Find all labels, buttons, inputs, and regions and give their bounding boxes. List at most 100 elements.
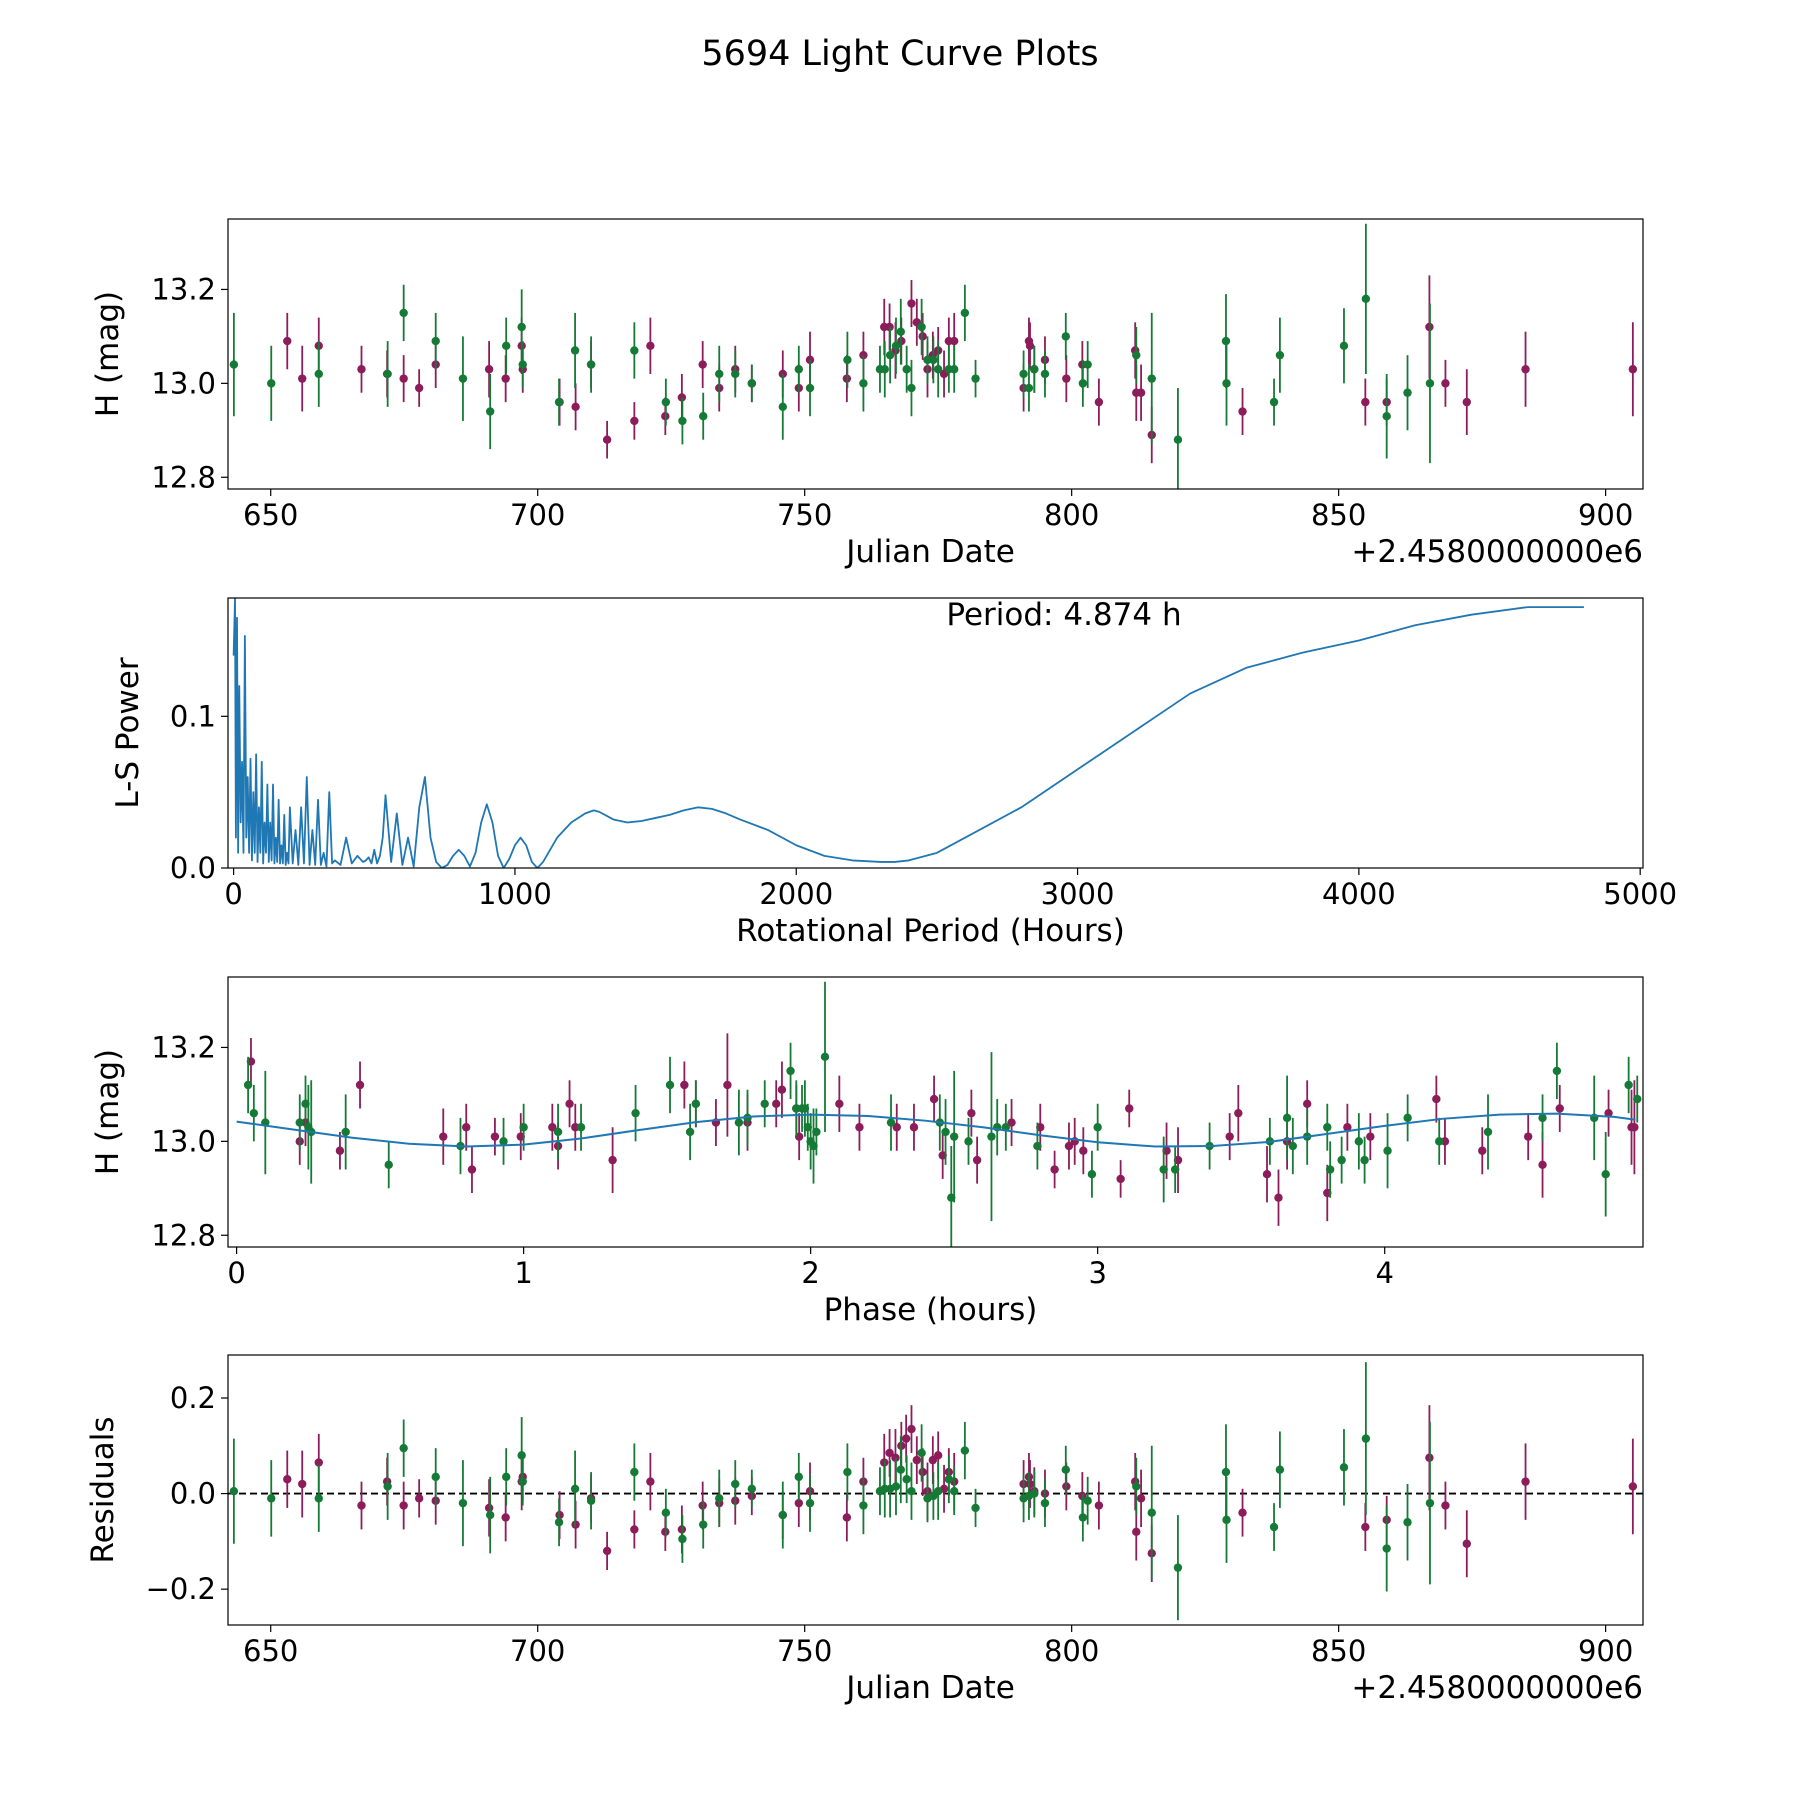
data-point (1354, 1137, 1364, 1146)
x-tick-label: 850 (1311, 498, 1366, 532)
data-point (1050, 1165, 1059, 1174)
data-point (1147, 374, 1156, 383)
data-point (1116, 1174, 1125, 1184)
x-offset-label: +2.4580000000e6 (1351, 1670, 1643, 1706)
data-point (383, 369, 392, 379)
data-point (1061, 332, 1070, 341)
x-tick-label: 5000 (1603, 877, 1677, 911)
data-point (1159, 1165, 1168, 1174)
data-point (917, 1448, 926, 1458)
x-axis-label: Phase (hours) (824, 1292, 1038, 1328)
data-point (602, 435, 612, 444)
data-point (1521, 365, 1530, 374)
data-point (715, 369, 724, 379)
data-point (1030, 1489, 1039, 1498)
data-point (267, 1494, 276, 1503)
x-tick-label: 700 (510, 1634, 565, 1668)
data-point (859, 379, 868, 388)
data-point (949, 1132, 959, 1141)
data-point (885, 350, 895, 360)
series-phase-1 (243, 981, 1642, 1247)
data-point (571, 1123, 580, 1132)
data-point (1555, 1104, 1564, 1113)
data-point (548, 1123, 557, 1132)
data-point (907, 1486, 916, 1496)
data-point (715, 1494, 724, 1503)
data-point (1361, 294, 1371, 304)
data-point (1403, 1518, 1412, 1527)
data-point (1132, 1482, 1141, 1491)
data-point (880, 365, 889, 374)
y-tick-label: 13.2 (151, 272, 216, 306)
panel-phase: 0 1 2 3 4 12.8 13.0 13.2 Phase (hours) H (mag) (90, 976, 1644, 1328)
x-tick-label: 650 (243, 1634, 298, 1668)
data-point (458, 374, 468, 383)
period-annotation: Period: 4.874 h (946, 597, 1181, 633)
data-point (1238, 407, 1247, 416)
model-curve (236, 1112, 1636, 1148)
x-tick-label: 1 (514, 1256, 532, 1290)
data-point (1064, 1141, 1074, 1151)
data-point (933, 1486, 943, 1496)
x-tick-label: 700 (510, 498, 565, 532)
data-point (805, 383, 815, 393)
data-point (760, 1099, 769, 1108)
data-point (1478, 1146, 1487, 1155)
data-point (283, 1475, 292, 1484)
data-point (909, 1123, 919, 1132)
panel-residuals: 650 700 750 800 850 900 −0.2 0.0 0.2 Julian Date R… (85, 1354, 1644, 1706)
data-point (794, 1498, 804, 1508)
y-axis-label: L-S Power (110, 657, 146, 808)
y-axis-label: H (mag) (90, 1049, 126, 1175)
data-point (571, 402, 580, 412)
data-point (1025, 1479, 1035, 1489)
data-point (1025, 341, 1035, 350)
data-point (892, 1123, 901, 1132)
data-point (794, 365, 804, 374)
data-point (772, 1099, 781, 1108)
data-point (1441, 379, 1450, 388)
y-tick-label: 0.2 (170, 1381, 216, 1415)
data-point (1125, 1104, 1134, 1113)
y-tick-label: 13.0 (151, 366, 216, 400)
data-point (1366, 1132, 1375, 1141)
data-point (1079, 1146, 1088, 1155)
data-point (949, 336, 959, 346)
data-point (907, 299, 916, 308)
data-point (678, 416, 687, 426)
data-point (554, 1518, 564, 1527)
data-point (987, 1132, 996, 1141)
data-point (249, 1108, 259, 1118)
y-tick-label: 0.0 (170, 851, 216, 885)
data-point (646, 341, 655, 350)
periodogram-line (232, 598, 1584, 868)
data-point (680, 1080, 689, 1090)
data-point (699, 412, 708, 421)
data-point (805, 1498, 815, 1508)
series-lightcurve-1 (229, 223, 1435, 489)
data-point (1552, 1066, 1562, 1076)
x-tick-label: 1000 (478, 877, 552, 911)
data-point (355, 1080, 365, 1090)
data-point (960, 308, 970, 318)
data-point (1221, 336, 1231, 346)
panel-periodogram: 0 1000 2000 3000 4000 5000 0.0 0.1 Rotational Pe… (110, 597, 1677, 949)
x-tick-label: 750 (777, 498, 832, 532)
data-point (630, 416, 639, 426)
data-point (1033, 1141, 1042, 1151)
data-point (928, 1455, 938, 1465)
data-point (792, 1104, 801, 1113)
data-point (1440, 1137, 1450, 1146)
axes-frame (227, 1354, 1644, 1626)
data-point (842, 1513, 852, 1522)
data-point (519, 1123, 528, 1132)
data-point (907, 1424, 916, 1434)
data-point (298, 374, 307, 383)
x-axis-label: Rotational Period (Hours) (736, 913, 1125, 949)
y-tick-label: 13.0 (151, 1124, 216, 1158)
data-point (314, 369, 323, 379)
data-point (414, 383, 424, 393)
data-point (295, 1118, 304, 1127)
